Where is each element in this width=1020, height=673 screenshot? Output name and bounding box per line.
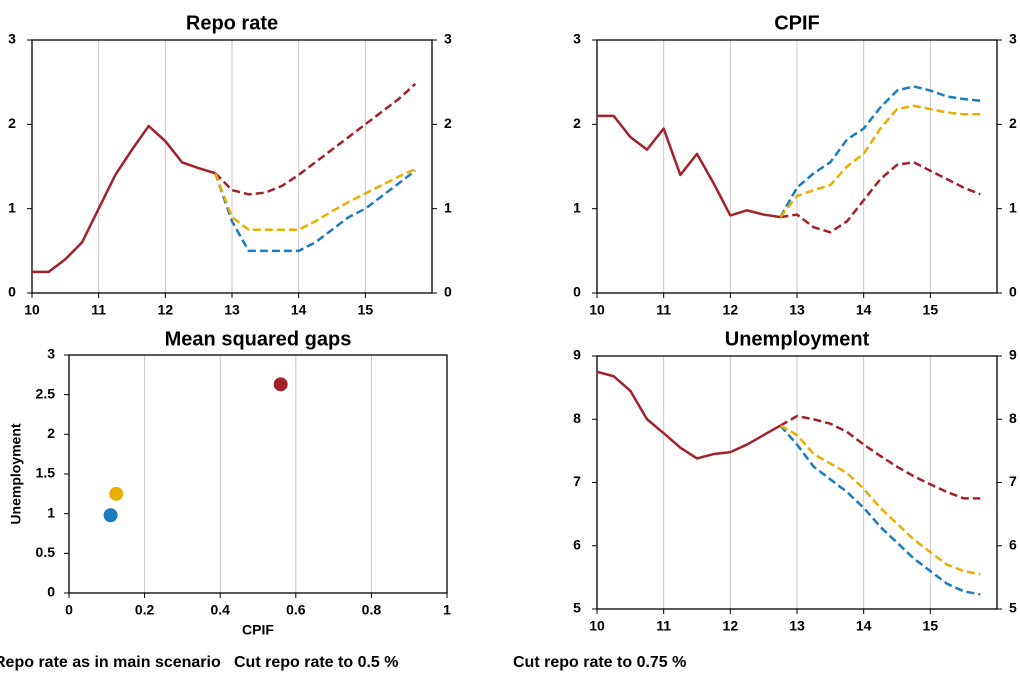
x-tick-label: 10	[24, 302, 40, 318]
chart-title: Repo rate	[186, 12, 278, 34]
y-tick-label: 0	[8, 284, 16, 300]
y-tick-label: 2.5	[36, 385, 56, 401]
chart-title: Unemployment	[725, 328, 870, 350]
plot-frame	[596, 39, 998, 294]
y-tick-label: 0.5	[36, 544, 56, 560]
y-tick-label: 1	[573, 199, 581, 215]
x-tick-label: 13	[224, 302, 240, 318]
x-tick-label: 0.6	[286, 602, 306, 618]
y-tick-label: 1	[8, 199, 16, 215]
x-tick-label: 1	[443, 602, 451, 618]
y-tick-label: 9	[573, 347, 581, 363]
chart-title: CPIF	[774, 12, 820, 34]
y-tick-label-right: 3	[444, 31, 452, 47]
x-tick-label: 0.2	[135, 602, 155, 618]
x-tick-label: 15	[358, 302, 374, 318]
series-line	[32, 124, 216, 274]
legend-entry: Cut repo rate to 0.75 %	[513, 654, 686, 671]
plot-area	[69, 355, 447, 593]
scatter-point	[273, 377, 288, 392]
y-tick-label: 1.5	[36, 465, 56, 481]
y-tick-label: 1	[47, 504, 55, 520]
x-tick-label: 11	[656, 618, 671, 634]
y-tick-label: 2	[8, 115, 16, 131]
y-tick-label-right: 0	[1009, 284, 1017, 300]
x-tick-label: 14	[856, 302, 872, 318]
series-line	[779, 424, 981, 596]
series-line	[779, 424, 981, 576]
y-tick-label-right: 6	[1009, 536, 1017, 552]
y-tick-label-right: 1	[444, 199, 452, 215]
x-tick-label: 14	[291, 302, 307, 318]
series-line	[779, 104, 981, 218]
y-tick-label-right: 8	[1009, 410, 1017, 426]
scatter-point	[109, 486, 124, 501]
y-tick-label: 3	[47, 346, 55, 362]
series-line	[214, 167, 416, 231]
series-line	[596, 370, 781, 460]
y-tick-label-right: 2	[444, 115, 452, 131]
x-tick-label: 10	[589, 618, 605, 634]
legend-entry: Cut repo rate to 0.5 %	[234, 654, 398, 671]
series-line	[597, 114, 781, 219]
y-tick-label: 5	[573, 600, 581, 616]
plot-frame	[596, 355, 998, 610]
x-axis-title: CPIF	[242, 622, 274, 638]
y-tick-label: 3	[573, 31, 581, 47]
x-tick-label: 11	[91, 302, 106, 318]
x-tick-label: 10	[589, 302, 605, 318]
series-line	[780, 161, 981, 234]
scatter-point	[103, 508, 118, 523]
x-tick-label: 12	[723, 302, 739, 318]
chart-title: Mean squared gaps	[165, 328, 352, 350]
y-tick-label: 2	[573, 115, 581, 131]
y-tick-label: 0	[47, 584, 55, 600]
y-tick-label-right: 5	[1009, 600, 1017, 616]
y-tick-label-right: 7	[1009, 473, 1017, 489]
x-tick-label: 0	[65, 602, 73, 618]
y-tick-label: 0	[573, 284, 581, 300]
y-tick-label-right: 2	[1009, 115, 1017, 131]
x-tick-label: 12	[723, 618, 739, 634]
y-tick-label: 2	[47, 425, 55, 441]
x-tick-label: 15	[923, 302, 939, 318]
x-tick-label: 14	[856, 618, 872, 634]
x-tick-label: 15	[923, 618, 939, 634]
y-tick-label: 8	[573, 410, 581, 426]
x-tick-label: 12	[158, 302, 174, 318]
x-tick-label: 13	[789, 618, 805, 634]
x-tick-label: 0.4	[210, 602, 230, 618]
series-line	[779, 85, 981, 218]
y-tick-label: 6	[573, 536, 581, 552]
y-tick-label: 7	[573, 473, 581, 489]
y-tick-label-right: 3	[1009, 31, 1017, 47]
series-line	[214, 82, 417, 196]
plot-frame	[31, 39, 433, 294]
y-tick-label-right: 1	[1009, 199, 1017, 215]
y-axis-title: Unemployment	[8, 423, 24, 524]
series-line	[779, 414, 981, 500]
x-tick-label: 0.8	[362, 602, 382, 618]
legend-entry: Repo rate as in main scenario	[0, 654, 221, 671]
series-line	[214, 169, 417, 253]
y-tick-label-right: 9	[1009, 347, 1017, 363]
y-tick-label-right: 0	[444, 284, 452, 300]
plot-frame	[68, 354, 448, 594]
y-tick-label: 3	[8, 31, 16, 47]
x-tick-label: 11	[656, 302, 671, 318]
x-tick-label: 13	[789, 302, 805, 318]
